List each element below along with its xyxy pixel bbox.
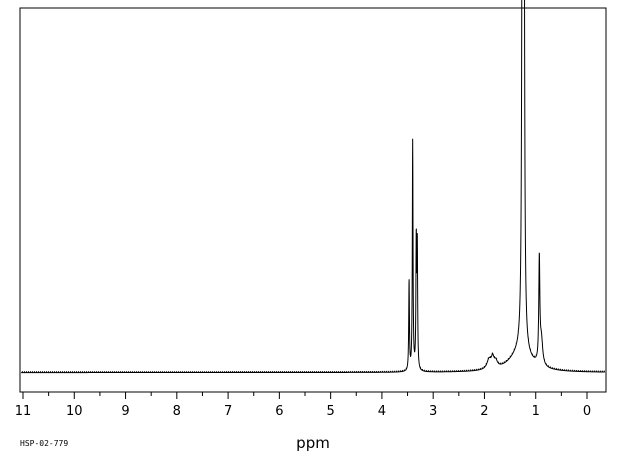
x-tick-label: 2 [480,404,488,419]
x-axis-tick-labels: 11 10 9 8 7 6 5 4 3 2 1 0 [15,404,591,419]
x-tick-label: 1 [532,404,540,419]
plot-frame [19,7,607,393]
x-tick-label: 8 [173,404,181,419]
x-tick-label: 5 [326,404,334,419]
x-tick-label: 4 [378,404,386,419]
x-tick-label: 3 [429,404,437,419]
x-tick-label: 11 [15,404,32,419]
x-axis-title: ppm [296,434,330,452]
x-tick-label: 6 [275,404,283,419]
sample-id-label: HSP-02-779 [20,439,68,448]
x-tick-label: 9 [121,404,129,419]
x-tick-label: 7 [224,404,232,419]
x-tick-label: 0 [583,404,591,419]
x-tick-label: 10 [66,404,83,419]
spectrum-line [21,0,605,374]
x-axis-ticks [22,392,588,399]
